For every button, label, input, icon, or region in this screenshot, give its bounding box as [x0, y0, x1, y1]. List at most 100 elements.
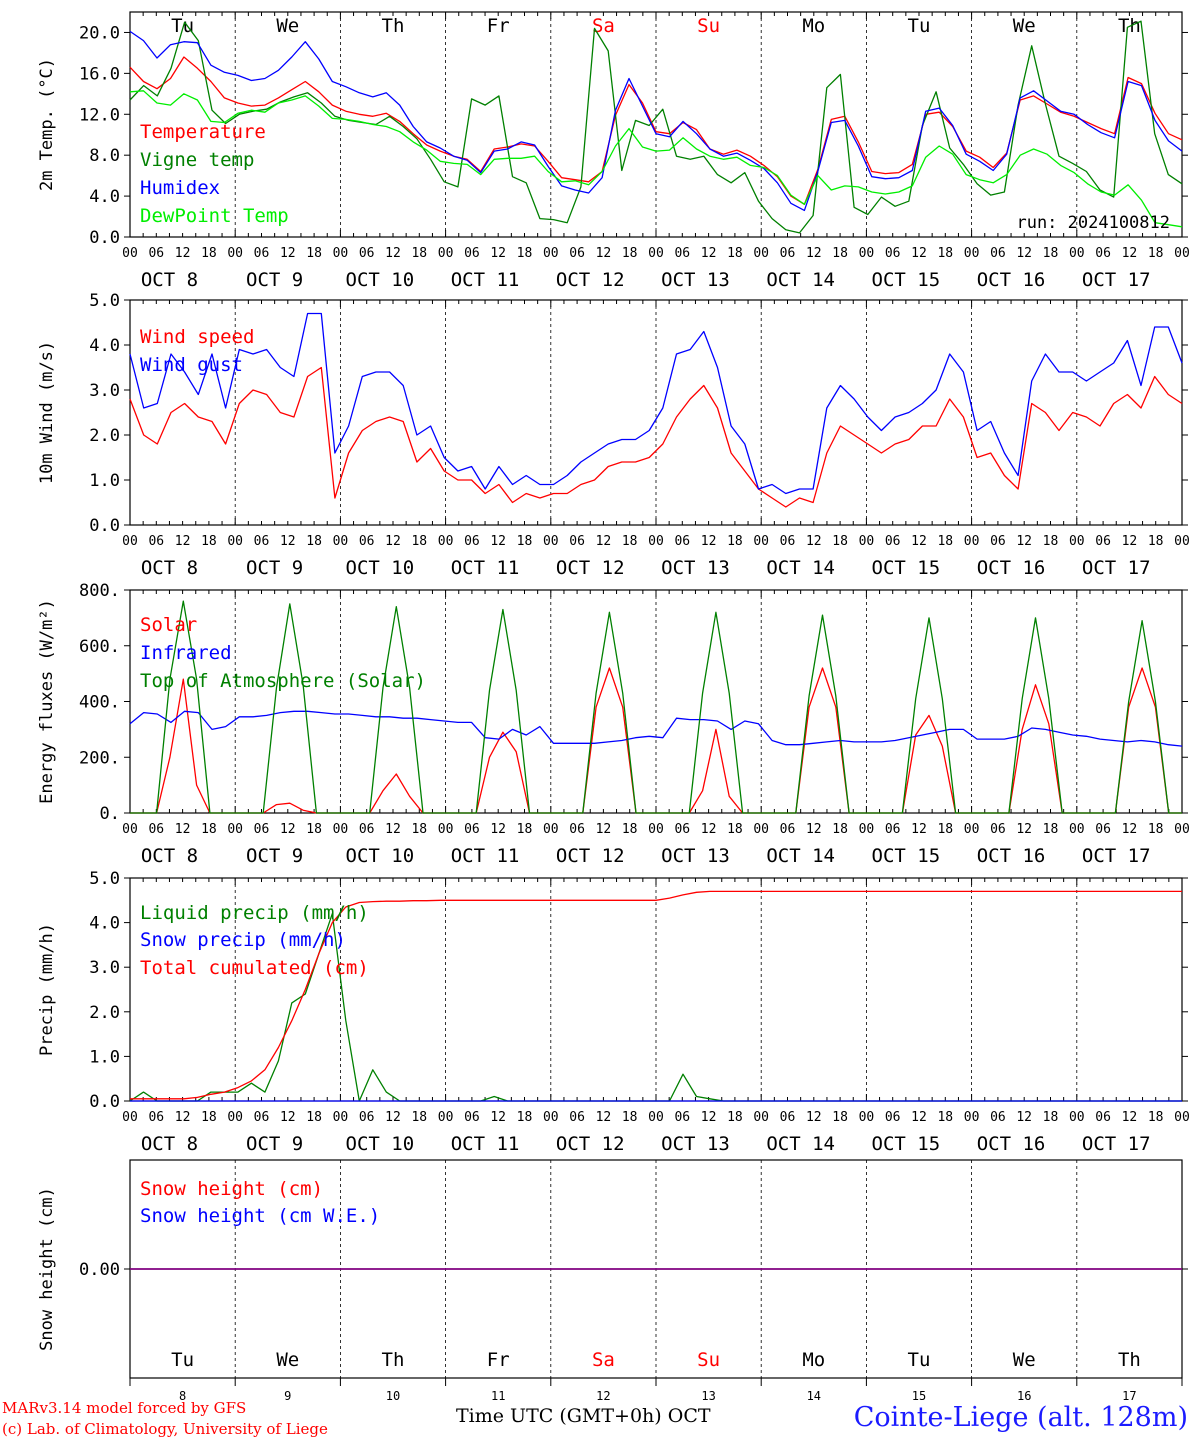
model-credit: MARv3.14 model forced by GFS: [2, 1399, 247, 1417]
hour-tick-label: 06: [885, 534, 901, 549]
hour-tick-label: 12: [701, 822, 717, 837]
date-label: OCT 8: [141, 269, 198, 291]
hour-tick-label: 00: [122, 1110, 138, 1125]
hour-tick-label: 12: [1122, 534, 1138, 549]
hour-tick-label: 18: [201, 246, 217, 261]
hour-tick-label: 12: [280, 246, 296, 261]
date-label: OCT 16: [977, 1133, 1046, 1155]
date-label: OCT 14: [766, 845, 835, 867]
hour-tick-label: 06: [780, 246, 796, 261]
y-tick-label: 1.0: [89, 471, 120, 491]
hour-tick-label: 18: [727, 534, 743, 549]
hour-tick-label: 18: [1043, 246, 1059, 261]
hour-tick-label: 00: [543, 1110, 559, 1125]
hour-tick-label: 18: [1043, 822, 1059, 837]
x-axis-title: Time UTC (GMT+0h) OCT: [456, 1405, 711, 1427]
legend-entry: Wind speed: [140, 326, 254, 348]
hour-tick-label: 06: [674, 822, 690, 837]
hour-tick-label: 06: [1095, 1110, 1111, 1125]
series-line-energy-2: [130, 600, 1182, 814]
weekday-label: Mo: [802, 15, 825, 37]
y-tick-label: 8.0: [89, 146, 120, 166]
hour-tick-label: 12: [1122, 1110, 1138, 1125]
hour-tick-label: 00: [964, 534, 980, 549]
hour-tick-label: 18: [1043, 534, 1059, 549]
hour-tick-label: 18: [832, 534, 848, 549]
hour-tick-label: 18: [937, 246, 953, 261]
series-line-temperature-1: [129, 20, 1183, 234]
hour-tick-label: 06: [1095, 822, 1111, 837]
weekday-label: Tu: [908, 15, 931, 37]
hour-tick-label: 18: [411, 1110, 427, 1125]
hour-tick-label: 00: [333, 534, 349, 549]
weekday-label: We: [276, 1349, 299, 1371]
y-axis-label: Energy fluxes (W/m²): [37, 599, 57, 804]
date-label: OCT 11: [451, 557, 520, 579]
hour-tick-label: 12: [175, 246, 191, 261]
hour-tick-label: 06: [885, 822, 901, 837]
date-label: OCT 9: [246, 845, 303, 867]
hour-tick-label: 06: [780, 534, 796, 549]
day-number-label: 13: [701, 1389, 715, 1403]
hour-tick-label: 00: [227, 534, 243, 549]
hour-tick-label: 00: [753, 1110, 769, 1125]
hour-tick-label: 06: [990, 534, 1006, 549]
y-tick-label: 0.00: [79, 1260, 120, 1280]
date-label: OCT 13: [661, 1133, 730, 1155]
y-tick-label: 3.0: [89, 958, 120, 978]
hour-tick-label: 18: [201, 822, 217, 837]
weekday-label: Sa: [592, 15, 615, 37]
hour-tick-label: 00: [122, 246, 138, 261]
hour-tick-label: 18: [622, 1110, 638, 1125]
hour-tick-label: 06: [464, 1110, 480, 1125]
series-line-wind-1: [129, 312, 1183, 495]
hour-tick-label: 00: [1069, 1110, 1085, 1125]
hour-tick-label: 12: [596, 1110, 612, 1125]
hour-tick-label: 00: [1069, 246, 1085, 261]
hour-tick-label: 06: [464, 246, 480, 261]
hour-tick-label: 18: [727, 822, 743, 837]
date-label: OCT 16: [977, 269, 1046, 291]
hour-tick-label: 00: [648, 534, 664, 549]
hour-tick-label: 06: [885, 1110, 901, 1125]
legend-entry: Top of Atmosphere (Solar): [140, 670, 426, 692]
series-line-temperature-3: [129, 90, 1183, 228]
hour-tick-label: 00: [438, 534, 454, 549]
y-tick-label: 0.0: [89, 516, 120, 536]
hour-tick-label: 06: [254, 534, 270, 549]
hour-tick-label: 12: [490, 1110, 506, 1125]
date-label: OCT 15: [872, 269, 941, 291]
weekday-label: Su: [697, 1349, 720, 1371]
hour-tick-label: 06: [990, 1110, 1006, 1125]
date-label: OCT 10: [346, 557, 415, 579]
hour-tick-label: 12: [385, 246, 401, 261]
hour-tick-label: 00: [333, 246, 349, 261]
hour-tick-label: 12: [175, 1110, 191, 1125]
hour-tick-label: 12: [911, 534, 927, 549]
y-tick-label: 20.0: [79, 23, 120, 43]
y-tick-label: 5.0: [89, 869, 120, 889]
panel-frame-temperature: [129, 11, 1183, 238]
hour-tick-label: 12: [911, 822, 927, 837]
hour-tick-label: 00: [543, 822, 559, 837]
hour-tick-label: 18: [411, 822, 427, 837]
hour-tick-label: 06: [148, 534, 164, 549]
hour-tick-label: 12: [385, 534, 401, 549]
hour-tick-label: 06: [359, 534, 375, 549]
day-number-label: 11: [491, 1389, 505, 1403]
weekday-label: Su: [697, 15, 720, 37]
hour-tick-label: 06: [569, 1110, 585, 1125]
legend-entry: Snow height (cm): [140, 1178, 323, 1200]
hour-tick-label: 00: [1174, 1110, 1190, 1125]
hour-tick-label: 06: [990, 246, 1006, 261]
hour-tick-label: 06: [359, 1110, 375, 1125]
hour-tick-label: 12: [1122, 246, 1138, 261]
hour-tick-label: 12: [490, 822, 506, 837]
day-number-label: 9: [284, 1389, 291, 1403]
weekday-label: Fr: [487, 15, 510, 37]
hour-tick-label: 12: [701, 246, 717, 261]
y-axis-label: Precip (mm/h): [37, 923, 57, 1056]
hour-tick-label: 18: [306, 822, 322, 837]
hour-tick-label: 12: [1016, 1110, 1032, 1125]
